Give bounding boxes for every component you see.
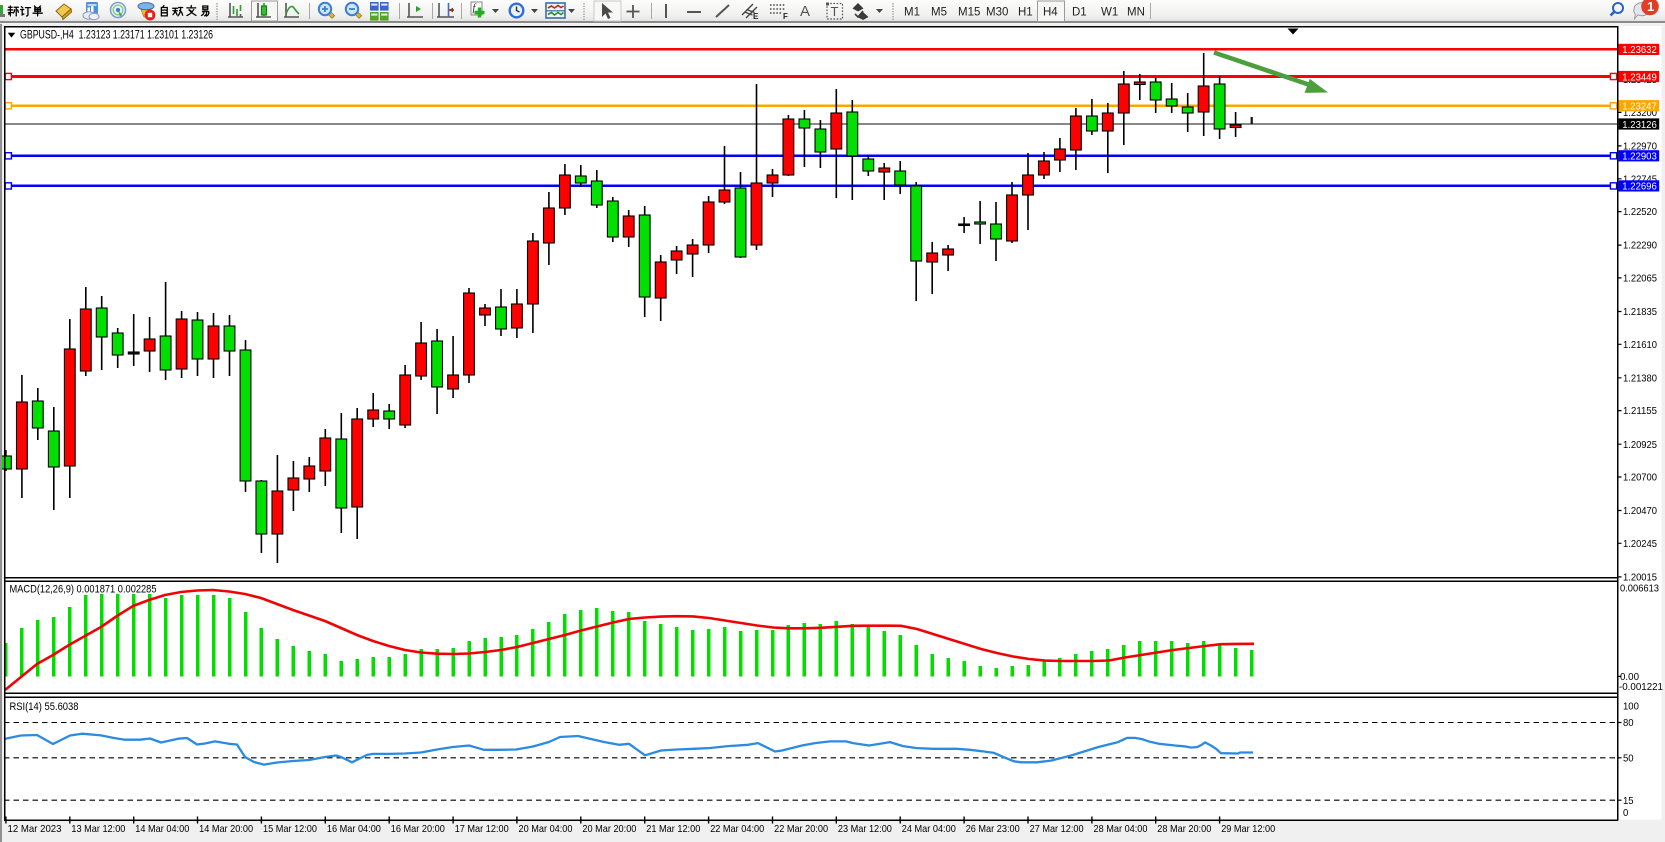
svg-text:0: 0	[1623, 808, 1629, 819]
svg-text:1.22065: 1.22065	[1623, 274, 1657, 285]
svg-text:1.22290: 1.22290	[1623, 241, 1657, 252]
svg-text:1.22696: 1.22696	[1622, 182, 1657, 193]
svg-text:E: E	[753, 12, 759, 21]
svg-text:M5: M5	[931, 7, 947, 19]
svg-text:1.22745: 1.22745	[1623, 174, 1657, 185]
svg-text:1.20925: 1.20925	[1623, 440, 1657, 451]
svg-text:W1: W1	[1101, 7, 1118, 19]
svg-text:20 Mar 04:00: 20 Mar 04:00	[519, 824, 573, 835]
svg-text:26 Mar 23:00: 26 Mar 23:00	[966, 824, 1020, 835]
svg-text:1.20470: 1.20470	[1623, 506, 1657, 517]
svg-text:T: T	[831, 4, 839, 19]
svg-text:1.20700: 1.20700	[1623, 473, 1657, 484]
svg-text:1.22970: 1.22970	[1623, 142, 1657, 153]
svg-text:0.00: 0.00	[1620, 672, 1639, 683]
svg-text:H1: H1	[1018, 7, 1033, 19]
svg-text:100: 100	[1623, 701, 1639, 712]
svg-text:1.22520: 1.22520	[1623, 207, 1657, 218]
svg-text:f: f	[473, 3, 477, 14]
svg-text:14 Mar 04:00: 14 Mar 04:00	[135, 824, 189, 835]
svg-text:1: 1	[1647, 0, 1654, 14]
svg-text:22 Mar 20:00: 22 Mar 20:00	[774, 824, 828, 835]
svg-text:20 Mar 20:00: 20 Mar 20:00	[582, 824, 636, 835]
svg-text:D1: D1	[1072, 7, 1087, 19]
svg-text:12 Mar 2023: 12 Mar 2023	[8, 824, 62, 835]
svg-text:1.21380: 1.21380	[1623, 373, 1657, 384]
svg-text:1.23632: 1.23632	[1622, 45, 1657, 56]
svg-text:1.20245: 1.20245	[1623, 539, 1657, 550]
svg-text:1.21835: 1.21835	[1623, 307, 1657, 318]
svg-text:28 Mar 20:00: 28 Mar 20:00	[1157, 824, 1211, 835]
svg-text:24 Mar 04:00: 24 Mar 04:00	[902, 824, 956, 835]
svg-text:1.21155: 1.21155	[1623, 406, 1657, 417]
svg-text:21 Mar 12:00: 21 Mar 12:00	[646, 824, 700, 835]
svg-text:14 Mar 20:00: 14 Mar 20:00	[199, 824, 253, 835]
svg-text:23 Mar 12:00: 23 Mar 12:00	[838, 824, 892, 835]
svg-text:17 Mar 12:00: 17 Mar 12:00	[455, 824, 509, 835]
svg-text:15 Mar 12:00: 15 Mar 12:00	[263, 824, 317, 835]
svg-text:-0.001221: -0.001221	[1619, 682, 1663, 693]
svg-text:50: 50	[1623, 753, 1634, 764]
svg-text:27 Mar 12:00: 27 Mar 12:00	[1030, 824, 1084, 835]
svg-text:16 Mar 04:00: 16 Mar 04:00	[327, 824, 381, 835]
svg-text:H4: H4	[1043, 7, 1058, 19]
svg-text:16 Mar 20:00: 16 Mar 20:00	[391, 824, 445, 835]
svg-text:M1: M1	[904, 7, 920, 19]
svg-text:GBPUSD-,H4 1.23123 1.23171 1.: GBPUSD-,H4 1.23123 1.23171 1.23101 1.231…	[20, 30, 213, 42]
svg-text:1.23247: 1.23247	[1622, 102, 1657, 113]
svg-text:M30: M30	[986, 7, 1008, 19]
svg-text:MACD(12,26,9) 0.001871 0.00228: MACD(12,26,9) 0.001871 0.002285	[10, 584, 157, 596]
svg-text:0.006613: 0.006613	[1620, 583, 1659, 594]
svg-text:1.22903: 1.22903	[1622, 152, 1657, 163]
svg-text:M15: M15	[958, 7, 980, 19]
svg-text:28 Mar 04:00: 28 Mar 04:00	[1094, 824, 1148, 835]
svg-text:RSI(14) 55.6038: RSI(14) 55.6038	[10, 701, 79, 713]
svg-text:1.23126: 1.23126	[1622, 120, 1657, 131]
svg-text:1.23200: 1.23200	[1623, 108, 1657, 119]
svg-text:A: A	[800, 3, 810, 20]
svg-text:29 Mar 12:00: 29 Mar 12:00	[1221, 824, 1275, 835]
svg-text:1.20015: 1.20015	[1623, 573, 1657, 584]
svg-text:1.21610: 1.21610	[1623, 340, 1657, 351]
svg-text:15: 15	[1623, 796, 1634, 807]
svg-text:1.23449: 1.23449	[1622, 72, 1657, 83]
svg-text:80: 80	[1623, 718, 1634, 729]
svg-text:F: F	[783, 12, 788, 21]
svg-text:22 Mar 04:00: 22 Mar 04:00	[710, 824, 764, 835]
svg-text:13 Mar 12:00: 13 Mar 12:00	[71, 824, 125, 835]
svg-text:MN: MN	[1127, 7, 1145, 19]
